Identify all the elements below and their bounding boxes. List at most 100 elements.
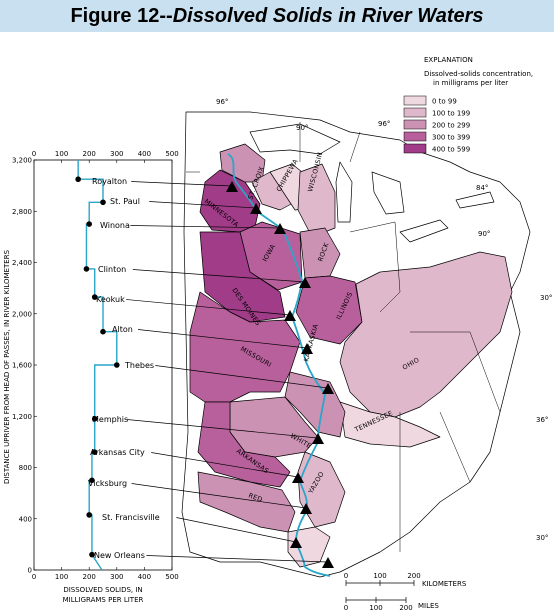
graticule-label: 30° — [540, 294, 552, 302]
station-leader — [126, 299, 291, 316]
profile-point — [114, 362, 120, 368]
graticule-label: 84° — [476, 184, 488, 192]
station-label: Thebes — [124, 361, 154, 370]
basin-map — [181, 111, 531, 578]
figure-title-prefix: Figure 12-- — [70, 4, 173, 27]
station-triangle — [312, 433, 324, 444]
station-triangle — [322, 557, 334, 568]
scale-km-label: KILOMETERS — [422, 580, 467, 588]
station-triangle — [292, 472, 304, 483]
station-triangle — [300, 503, 312, 514]
km-tick-label: 0 — [344, 572, 348, 580]
lake-ontario — [455, 191, 495, 209]
station-triangle — [299, 277, 311, 288]
y-tick-label: 2,800 — [12, 208, 32, 216]
state-boundaries — [186, 122, 501, 552]
km-tick-label: 100 — [373, 572, 386, 580]
x-tick-label-top: 400 — [138, 150, 151, 158]
station-leader — [149, 201, 257, 209]
longitude-labels: 96° 90° 96° 84° 90° 30° 36° 30° — [216, 98, 552, 542]
graticule-label: 36° — [536, 416, 548, 424]
graticule-label: 90° — [478, 230, 490, 238]
y-tick-label: 400 — [19, 515, 32, 523]
y-tick-label: 2,400 — [12, 259, 32, 267]
station-leaders — [126, 181, 329, 563]
basin-arkansas — [197, 401, 291, 488]
profile-point — [75, 176, 81, 183]
profile-point — [91, 416, 98, 422]
x-tick-label-bottom: 300 — [110, 573, 123, 581]
basin-rock — [299, 227, 341, 279]
legend-swatch — [403, 95, 427, 106]
y-tick-label: 0 — [28, 567, 32, 575]
graticule-label: 96° — [378, 120, 390, 128]
legend-label: 0 to 99 — [432, 98, 457, 106]
station-label: Royalton — [92, 177, 127, 186]
y-tick-label: 800 — [19, 464, 32, 472]
x-tick-label-bottom: 200 — [83, 573, 96, 581]
legend-swatch — [403, 143, 427, 154]
x-tick-label-top: 0 — [32, 150, 36, 158]
legend-label: 300 to 399 — [432, 134, 470, 142]
x-tick-label-top: 100 — [55, 150, 68, 158]
station-label: St. Francisville — [102, 513, 160, 522]
graticule-label: 90° — [296, 124, 308, 132]
station-triangle — [301, 343, 313, 354]
lake-huron — [371, 171, 405, 215]
x-tick-label-bottom: 400 — [138, 573, 151, 581]
station-leader — [146, 555, 329, 563]
station-leader — [155, 365, 329, 389]
profile-point — [91, 449, 98, 455]
station-leader — [137, 329, 308, 349]
legend-subtitle-1: Dissolved-solids concentration, — [424, 70, 533, 78]
legend-swatch — [403, 119, 427, 130]
station-leader — [132, 269, 306, 283]
station-leader — [126, 419, 319, 439]
mi-tick-label: 100 — [369, 604, 382, 612]
km-tick-label: 200 — [407, 572, 420, 580]
basin-missouri — [189, 291, 301, 403]
legend-label: 200 to 299 — [432, 122, 470, 130]
station-triangle — [226, 181, 238, 192]
station-label: Alton — [112, 325, 133, 334]
lake-michigan — [335, 161, 353, 223]
basin-des-moines — [199, 231, 286, 323]
profile-xlabel-line1: DISSOLVED SOLIDS, IN — [63, 586, 142, 594]
legend-heading: EXPLANATION — [424, 56, 473, 64]
legend-classes: 0 to 99 100 to 199 200 to 299 300 to 399 400… — [403, 95, 470, 154]
figure-title: Figure 12-- Dissolved Solids in River Wat… — [0, 0, 554, 32]
profile-graph: 0010010020020030030040040050050004008001… — [3, 150, 179, 604]
x-tick-label-top: 200 — [83, 150, 96, 158]
station-leader — [176, 517, 297, 543]
basin-ohio — [339, 251, 513, 418]
station-leader — [151, 452, 299, 478]
legend-swatch — [403, 107, 427, 118]
station-label: New Orleans — [94, 551, 145, 560]
x-tick-label-bottom: 500 — [165, 573, 178, 581]
station-label: Winona — [100, 221, 130, 230]
legend: EXPLANATION Dissolved-solids concentrati… — [403, 56, 533, 154]
profile-point — [100, 199, 106, 206]
y-tick-label: 2,000 — [12, 310, 32, 318]
profile-ylabel: DISTANCE UPRIVER FROM HEAD OF PASSES, IN… — [3, 249, 11, 484]
figure-canvas: 0010010020020030030040040050050004008001… — [3, 56, 552, 612]
profile-point — [89, 551, 95, 558]
basin-tennessee — [339, 401, 441, 448]
basin-wisconsin — [297, 163, 336, 238]
mi-tick-label: 0 — [344, 604, 348, 612]
station-label: Vicksburg — [88, 479, 127, 488]
graticule-label: 30° — [536, 534, 548, 542]
map-stations — [226, 181, 334, 568]
x-tick-label-bottom: 100 — [55, 573, 68, 581]
x-tick-label-top: 500 — [165, 150, 178, 158]
station-leader — [131, 181, 233, 187]
station-triangle — [250, 203, 262, 214]
y-tick-label: 1,600 — [12, 362, 32, 370]
lake-erie — [399, 219, 449, 243]
station-triangle — [322, 383, 334, 394]
legend-label: 400 to 599 — [432, 146, 470, 154]
station-label: Memphis — [92, 415, 128, 424]
profile-point — [86, 221, 92, 227]
profile-points — [75, 176, 120, 558]
legend-subtitle-2: in milligrams per liter — [433, 79, 508, 87]
